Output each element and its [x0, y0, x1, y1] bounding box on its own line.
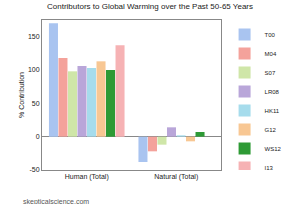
svg-text:Natural (Total): Natural (Total) — [154, 173, 198, 181]
svg-text:50: 50 — [32, 100, 40, 107]
svg-text:S07: S07 — [265, 70, 276, 76]
svg-text:T00: T00 — [265, 32, 276, 38]
svg-text:100: 100 — [28, 66, 40, 73]
svg-text:Contributors to Global Warming: Contributors to Global Warming over the … — [47, 2, 253, 11]
svg-text:I13: I13 — [265, 165, 274, 170]
svg-text:WS12: WS12 — [265, 146, 282, 152]
svg-text:HK11: HK11 — [265, 108, 280, 114]
svg-text:Human (Total): Human (Total) — [65, 173, 109, 181]
svg-text:% Contribution: % Contribution — [18, 72, 25, 118]
svg-text:LR08: LR08 — [265, 89, 280, 95]
svg-text:G12: G12 — [265, 127, 277, 133]
svg-text:150: 150 — [28, 33, 40, 40]
svg-text:skepticalscience.com: skepticalscience.com — [23, 198, 89, 204]
svg-text:M04: M04 — [265, 51, 277, 57]
svg-text:-50: -50 — [29, 166, 39, 173]
svg-text:0: 0 — [36, 133, 40, 140]
